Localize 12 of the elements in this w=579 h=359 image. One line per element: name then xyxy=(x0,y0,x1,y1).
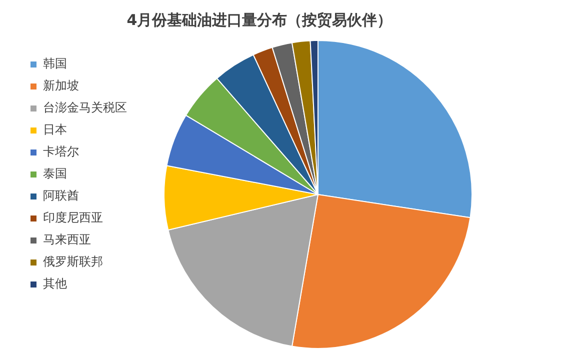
legend-label: 泰国 xyxy=(43,166,67,181)
legend-label: 阿联酋 xyxy=(43,188,79,203)
legend-label: 其他 xyxy=(43,276,67,291)
legend-label: 日本 xyxy=(43,122,67,137)
legend-label: 俄罗斯联邦 xyxy=(43,254,103,269)
legend-label: 卡塔尔 xyxy=(43,144,79,159)
legend-label: 台澎金马关税区 xyxy=(43,100,127,115)
legend-label: 马来西亚 xyxy=(43,232,91,247)
chart-title: 4月份基础油进口量分布（按贸易伙伴） xyxy=(126,10,392,29)
legend-label: 韩国 xyxy=(43,56,67,71)
legend-label: 新加坡 xyxy=(43,78,79,93)
legend-label: 印度尼西亚 xyxy=(43,210,103,225)
